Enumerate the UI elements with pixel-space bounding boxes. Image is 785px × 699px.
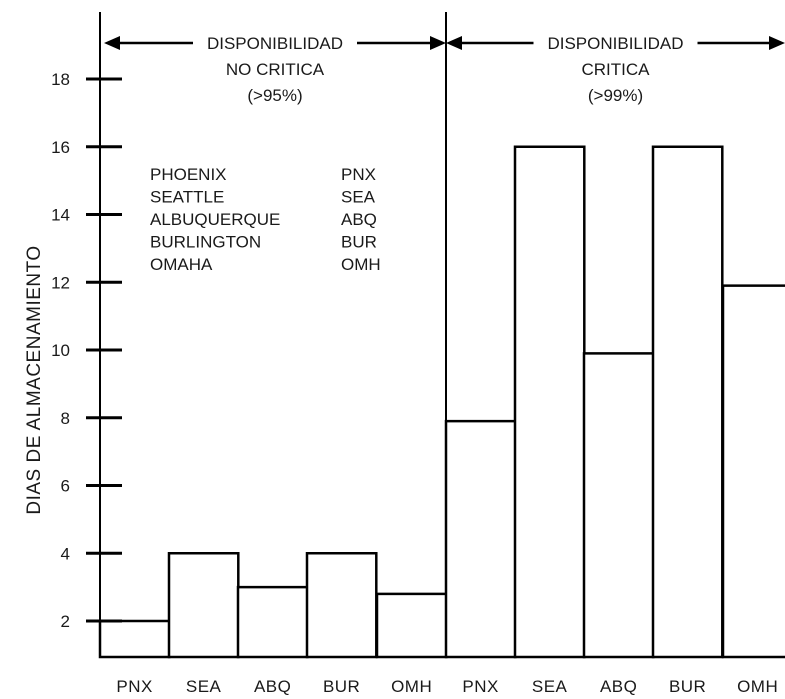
legend-city-code: SEA xyxy=(341,188,376,207)
legend-city-code: OMH xyxy=(341,255,381,274)
x-tick-label: ABQ xyxy=(254,677,291,696)
bar xyxy=(513,145,586,659)
bar xyxy=(236,585,309,659)
legend-city-name: SEATTLE xyxy=(150,188,224,207)
y-tick-label: 4 xyxy=(61,544,70,563)
bar xyxy=(651,145,724,659)
arrow-left-icon xyxy=(446,36,462,50)
bar xyxy=(444,419,517,659)
legend-city-name: OMAHA xyxy=(150,255,213,274)
group-label: DISPONIBILIDAD xyxy=(547,34,683,53)
legend-city-name: BURLINGTON xyxy=(150,233,261,252)
category-labels: PNX SEA ABQ BUR OMH PNX SEA ABQ BUR OMH xyxy=(116,677,778,696)
y-tick-label: 16 xyxy=(51,138,70,157)
group-label: DISPONIBILIDAD xyxy=(207,34,343,53)
y-tick-label: 2 xyxy=(61,612,70,631)
x-tick-label: OMH xyxy=(391,677,432,696)
x-tick-label: BUR xyxy=(669,677,706,696)
x-tick-label: PNX xyxy=(462,677,498,696)
y-tick-label: 14 xyxy=(51,206,70,225)
bar xyxy=(375,592,448,659)
legend-city-code: ABQ xyxy=(341,210,377,229)
x-tick-label: PNX xyxy=(116,677,152,696)
group-label: (>95%) xyxy=(247,86,302,105)
legend-city-name: PHOENIX xyxy=(150,165,227,184)
y-axis-label: DIAS DE ALMACENAMIENTO xyxy=(24,245,45,514)
ticks-layer: 2 4 6 8 10 12 14 16 18 xyxy=(51,70,122,631)
legend-city-code: PNX xyxy=(341,165,376,184)
legend-city-name: ALBUQUERQUE xyxy=(150,210,280,229)
legend-city-code: BUR xyxy=(341,233,377,252)
x-tick-label: SEA xyxy=(186,677,222,696)
bars-layer xyxy=(98,145,785,659)
bar xyxy=(167,552,240,659)
y-tick-label: 10 xyxy=(51,341,70,360)
y-tick-label: 18 xyxy=(51,70,70,89)
y-tick-label: 6 xyxy=(61,477,70,496)
x-tick-label: ABQ xyxy=(600,677,637,696)
y-tick-label: 12 xyxy=(51,273,70,292)
x-tick-label: OMH xyxy=(737,677,778,696)
y-tick-label: 8 xyxy=(61,409,70,428)
bar xyxy=(98,619,171,659)
arrow-right-icon xyxy=(430,36,446,50)
bar xyxy=(582,352,655,659)
group-annotations: DISPONIBILIDAD NO CRITICA (>95%) DISPONIBIL… xyxy=(104,34,785,105)
bar xyxy=(305,552,378,659)
x-tick-label: SEA xyxy=(532,677,568,696)
bar xyxy=(721,284,785,659)
group-label: CRITICA xyxy=(582,60,651,79)
arrow-left-icon xyxy=(104,36,120,50)
arrow-right-icon xyxy=(769,36,785,50)
group-label: NO CRITICA xyxy=(226,60,325,79)
group-label: (>99%) xyxy=(588,86,643,105)
legend: PHOENIX PNX SEATTLE SEA ALBUQUERQUE ABQ BURLIN… xyxy=(150,165,381,274)
x-tick-label: BUR xyxy=(323,677,360,696)
